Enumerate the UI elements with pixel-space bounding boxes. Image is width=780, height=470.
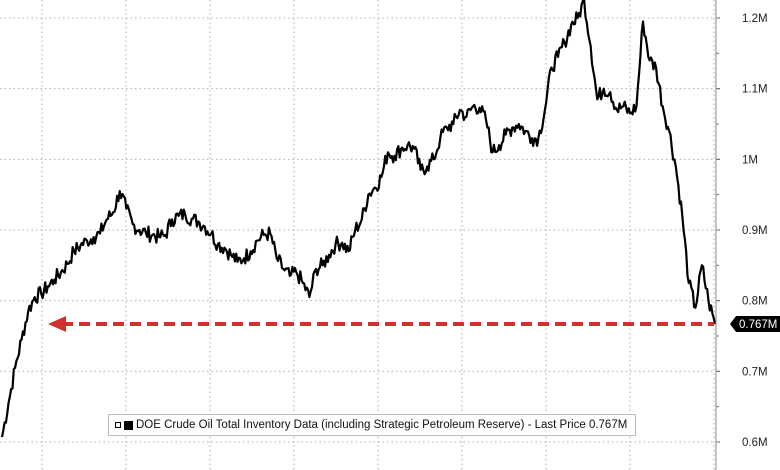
series-line bbox=[0, 0, 717, 438]
grid bbox=[0, 0, 716, 470]
series-layer bbox=[0, 0, 717, 438]
last-price-tag-bg bbox=[730, 315, 780, 332]
last-price-tag-layer: 0.767M bbox=[730, 315, 780, 332]
arrow-head bbox=[48, 315, 66, 332]
y-tick-label: 1.1M bbox=[742, 84, 768, 96]
y-tick-label: 0.6M bbox=[742, 437, 768, 449]
arrow-annotation-layer bbox=[48, 315, 714, 332]
legend-swatch bbox=[124, 420, 133, 430]
chart-legend: DOE Crude Oil Total Inventory Data (incl… bbox=[108, 414, 637, 436]
legend-label: DOE Crude Oil Total Inventory Data (incl… bbox=[136, 419, 628, 431]
y-tick-label: 1.2M bbox=[742, 13, 768, 25]
y-tick-label: 0.8M bbox=[742, 296, 768, 308]
last-price-tag-text: 0.767M bbox=[739, 319, 777, 331]
y-tick-label: 1M bbox=[742, 154, 758, 166]
y-axis: 1.2M 1.1M 1M 0.9M 0.8M 0.7M 0.6M bbox=[715, 0, 768, 470]
legend-toggle-icon bbox=[115, 422, 121, 428]
y-tick-label: 0.9M bbox=[742, 225, 768, 237]
y-tick-label: 0.7M bbox=[742, 366, 768, 378]
